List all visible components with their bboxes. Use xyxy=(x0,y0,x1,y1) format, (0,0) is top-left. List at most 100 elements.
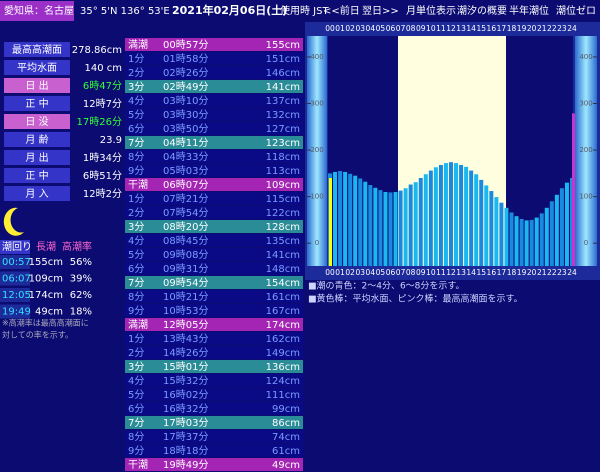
info-label-box xyxy=(4,150,70,165)
bar xyxy=(418,178,423,266)
tide-row-level: 111cm xyxy=(266,390,300,401)
bar xyxy=(534,217,539,266)
hour-label-top: 03 xyxy=(355,24,365,33)
place-box xyxy=(0,1,74,21)
tide-row-label: 6分 xyxy=(128,263,144,275)
bar xyxy=(514,216,519,266)
hour-label-bottom: 24 xyxy=(567,268,577,277)
hour-label-top: 24 xyxy=(567,24,577,33)
info-label: 月 入 xyxy=(25,188,48,200)
tide-rate: 62% xyxy=(70,290,92,301)
mean-level-bar xyxy=(329,178,332,266)
info-label: 正 中 xyxy=(25,97,48,110)
info-label: 日 没 xyxy=(25,116,48,128)
tide-row-time: 17時37分 xyxy=(163,431,208,443)
hour-label-bottom: 17 xyxy=(497,268,507,277)
tide-time-box xyxy=(0,304,30,319)
nav-link[interactable]: 月単位表示 xyxy=(406,4,456,17)
tide-row-label: 5分 xyxy=(128,249,144,261)
tide-row xyxy=(125,318,303,331)
tide-note: ※高潮率は最高高潮面に xyxy=(2,318,89,328)
tide-row-time: 10時21分 xyxy=(163,291,208,303)
chart-note: ■黄色棒：平均水面、ピンク棒：最高高潮面を示す。 xyxy=(308,293,523,305)
tide-row xyxy=(125,108,303,121)
tide-row-label: 9分 xyxy=(128,165,144,177)
nav-link[interactable]: 潮汐の概要 xyxy=(457,4,507,17)
hour-label-bottom: 08 xyxy=(406,268,416,277)
tide-row-label: 4分 xyxy=(128,235,144,247)
tide-header: 潮回り xyxy=(2,240,32,253)
tide-row-label: 干潮 xyxy=(128,178,148,191)
info-label: 正 中 xyxy=(25,169,48,182)
hour-label-top: 13 xyxy=(456,24,466,33)
info-label: 月 齢 xyxy=(25,133,48,146)
tide-row-level: 118cm xyxy=(266,152,300,163)
tide-row-time: 02時49分 xyxy=(163,81,208,93)
hour-label-bottom: 14 xyxy=(466,268,476,277)
info-value: 17時26分 xyxy=(77,116,122,128)
tide-row-label: 2分 xyxy=(128,67,144,79)
bar xyxy=(358,178,363,266)
hour-label-bottom: 23 xyxy=(557,268,567,277)
tide-row-time: 09時08分 xyxy=(163,249,208,261)
bar xyxy=(433,167,438,266)
nav-link[interactable]: 半年潮位 xyxy=(509,4,549,17)
nav-link[interactable]: 潮位ゼロ xyxy=(556,4,596,17)
bar xyxy=(388,192,393,266)
tide-row-level: 155cm xyxy=(266,40,300,51)
tide-level: 174cm xyxy=(29,290,63,301)
tide-row-time: 14時26分 xyxy=(163,347,208,359)
hour-label-bottom: 12 xyxy=(446,268,456,277)
tide-rate: 18% xyxy=(70,307,92,318)
tide-row-time: 10時53分 xyxy=(163,305,208,317)
bar xyxy=(353,175,358,266)
tide-row xyxy=(125,430,303,443)
tide-row-time: 03時50分 xyxy=(163,123,208,135)
hour-label-bottom: 07 xyxy=(396,268,406,277)
nav-link[interactable]: 翌日>> xyxy=(362,5,399,17)
hour-label-bottom: 01 xyxy=(335,268,345,277)
info-label-box xyxy=(4,96,70,111)
hour-label-top: 10 xyxy=(426,24,436,33)
tide-row-level: 151cm xyxy=(266,54,300,65)
tide-row-level: 74cm xyxy=(272,432,300,443)
tide-time: 12:05 xyxy=(2,290,31,301)
tide-row-level: 137cm xyxy=(266,96,300,107)
nav-link[interactable]: <<前日 xyxy=(323,4,360,17)
hour-label-bottom: 11 xyxy=(436,268,446,277)
info-label-box xyxy=(4,168,70,183)
tide-row xyxy=(125,178,303,191)
tide-row-time: 16時02分 xyxy=(163,389,208,401)
tide-row xyxy=(125,52,303,65)
tide-row xyxy=(125,206,303,219)
hour-label-bottom: 09 xyxy=(416,268,426,277)
tide-row-label: 9分 xyxy=(128,445,144,457)
tide-row-time: 01時58分 xyxy=(163,53,208,65)
hour-label-bottom: 06 xyxy=(386,268,396,277)
tide-row-level: 99cm xyxy=(272,404,300,415)
tide-row-level: 135cm xyxy=(266,236,300,247)
date: 2021年02月06日(土) xyxy=(172,3,287,17)
bar xyxy=(383,191,388,266)
y-tick-label: 100 xyxy=(310,193,323,201)
bar xyxy=(454,163,459,266)
tide-note: 対しての率を示す。 xyxy=(2,330,73,340)
bar xyxy=(428,170,433,266)
tide-row-level: 113cm xyxy=(266,166,300,177)
info-value: 1時34分 xyxy=(83,152,122,164)
tide-row xyxy=(125,248,303,261)
tide-row xyxy=(125,38,303,51)
info-label: 日 出 xyxy=(25,79,48,92)
bar xyxy=(499,202,504,266)
tide-row-level: 128cm xyxy=(266,222,300,233)
tide-header: 高潮率 xyxy=(62,240,92,253)
tide-row-time: 18時18分 xyxy=(163,445,208,457)
bar xyxy=(464,166,469,266)
info-label-box xyxy=(4,42,70,57)
hour-label-top: 17 xyxy=(497,24,507,33)
max-level-bar xyxy=(572,113,575,266)
bar xyxy=(479,179,484,266)
y-tick-label: 300 xyxy=(310,100,323,108)
y-tick-label-right: 100 xyxy=(579,193,592,201)
tide-row-level: 123cm xyxy=(266,138,300,149)
